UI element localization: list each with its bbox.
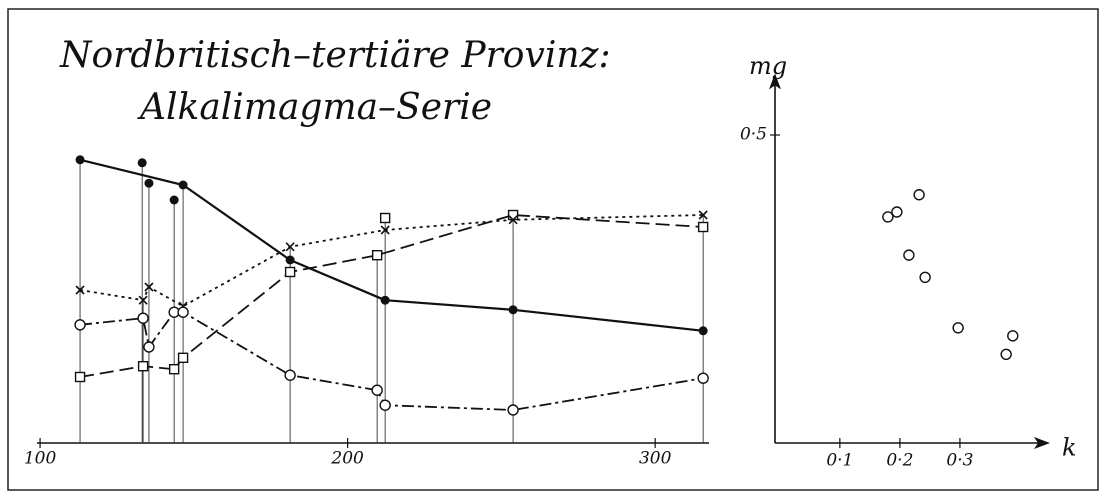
x-axis-label: k [1062, 434, 1077, 462]
point [507, 404, 519, 416]
point [285, 255, 295, 265]
point [138, 295, 148, 305]
point [284, 369, 296, 381]
point [379, 212, 391, 224]
x-tick-label: 0·3 [946, 451, 973, 471]
point [698, 210, 708, 220]
x-tick-label: 0·1 [826, 451, 853, 471]
point [371, 384, 383, 396]
chart-subtitle: Alkalimagma–Serie [137, 87, 492, 128]
point [177, 306, 189, 318]
point [178, 180, 188, 190]
point [75, 155, 85, 165]
chart-title: Nordbritisch–tertiäre Provinz: [59, 35, 611, 76]
x-tick-label: 300 [639, 449, 672, 469]
point [882, 211, 894, 223]
frame [7, 8, 1099, 491]
y-arrow [769, 73, 781, 90]
point [379, 399, 391, 411]
x-tick-label: 100 [24, 449, 57, 469]
point [380, 225, 390, 235]
point [168, 364, 180, 375]
point [144, 178, 154, 188]
y-tick-label: 0·5 [740, 125, 767, 145]
point [75, 285, 85, 295]
point [1007, 330, 1019, 342]
y-axis-label: mg [749, 52, 787, 80]
point [1000, 348, 1012, 360]
point [891, 206, 903, 218]
series-line [79, 214, 704, 308]
point [137, 361, 149, 372]
point [919, 271, 931, 283]
point [169, 195, 179, 205]
point [913, 189, 925, 201]
point [177, 352, 189, 363]
point [508, 305, 518, 315]
series-line [79, 311, 704, 411]
x-tick-label: 0·2 [886, 451, 913, 471]
point [74, 319, 86, 331]
point [507, 209, 519, 221]
point [137, 312, 149, 324]
point [137, 158, 147, 168]
point [380, 295, 390, 305]
point [371, 249, 383, 261]
series-line [79, 158, 704, 332]
point [144, 282, 154, 292]
point [697, 221, 709, 233]
point [508, 215, 518, 225]
point [952, 322, 964, 334]
x-tick-label: 200 [330, 449, 364, 469]
series-line [79, 214, 704, 378]
point [284, 266, 296, 278]
point [697, 372, 709, 384]
point [285, 242, 295, 252]
x-arrow [1034, 437, 1050, 449]
point [903, 249, 915, 261]
point [143, 341, 155, 353]
point [698, 326, 708, 336]
point [74, 371, 86, 383]
